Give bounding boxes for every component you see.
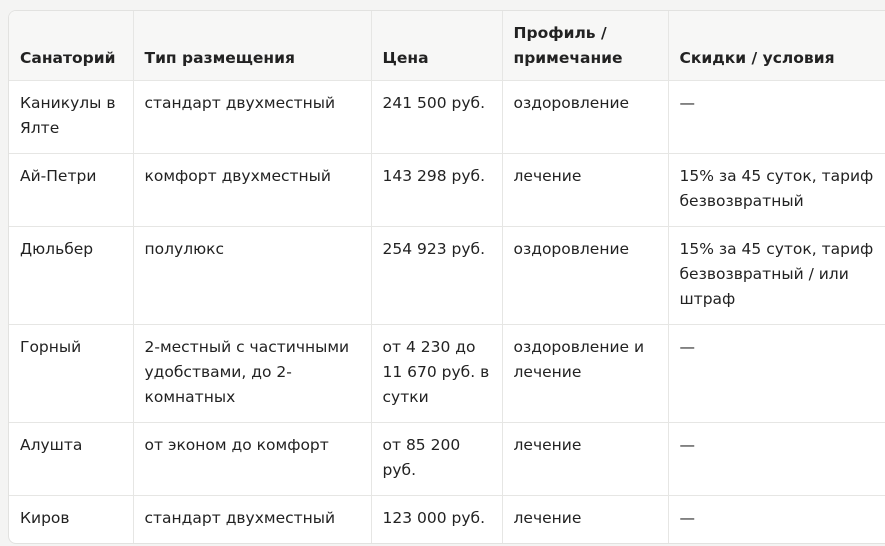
table-row: Каникулы в Ялте стандарт двухместный 241 5… bbox=[9, 80, 885, 154]
table-cell: Дюльбер bbox=[9, 226, 133, 325]
table-cell: 123 000 руб. bbox=[370, 495, 502, 543]
table-cell: Каникулы в Ялте bbox=[9, 80, 133, 154]
header-cell: Цена bbox=[370, 11, 502, 81]
table-row: Ай-Петри комфорт двухместный 143 298 руб. л… bbox=[9, 153, 885, 227]
table-cell: 15% за 45 суток, тариф безвозвратный bbox=[667, 153, 885, 227]
table-cell: от эконом до комфорт bbox=[132, 422, 371, 496]
table-cell: лечение bbox=[501, 422, 668, 496]
table-cell: 143 298 руб. bbox=[370, 153, 502, 227]
table-cell: полулюкс bbox=[132, 226, 371, 325]
header-cell: Профиль / примечание bbox=[501, 11, 668, 81]
table-row: Киров стандарт двухместный 123 000 руб. леч… bbox=[9, 495, 885, 543]
table-cell: от 4 230 до 11 670 руб. в сутки bbox=[370, 324, 502, 423]
header-cell: Тип размещения bbox=[132, 11, 371, 81]
table-cell: оздоровление bbox=[501, 226, 668, 325]
table-row: Дюльбер полулюкс 254 923 руб. оздоровление 1… bbox=[9, 226, 885, 325]
table-cell: Киров bbox=[9, 495, 133, 543]
table-cell: Алушта bbox=[9, 422, 133, 496]
table-cell: 15% за 45 суток, тариф безвозвратный / и… bbox=[667, 226, 885, 325]
table-card: Санаторий Тип размещения Цена Профиль / при… bbox=[8, 10, 885, 544]
table-cell: лечение bbox=[501, 153, 668, 227]
header-row: Санаторий Тип размещения Цена Профиль / при… bbox=[9, 11, 885, 81]
table-cell: — bbox=[667, 324, 885, 423]
table-cell: Горный bbox=[9, 324, 133, 423]
table-cell: от 85 200 руб. bbox=[370, 422, 502, 496]
table-cell: 254 923 руб. bbox=[370, 226, 502, 325]
table-cell: лечение bbox=[501, 495, 668, 543]
table-cell: оздоровление и лечение bbox=[501, 324, 668, 423]
table: Санаторий Тип размещения Цена Профиль / при… bbox=[9, 11, 885, 543]
header-cell: Санаторий bbox=[9, 11, 133, 81]
table-cell: — bbox=[667, 422, 885, 496]
table-body: Каникулы в Ялте стандарт двухместный 241 5… bbox=[9, 80, 885, 543]
table-cell: 241 500 руб. bbox=[370, 80, 502, 154]
table-cell: — bbox=[667, 80, 885, 154]
table-cell: — bbox=[667, 495, 885, 543]
header-cell: Скидки / условия bbox=[667, 11, 885, 81]
table-cell: Ай-Петри bbox=[9, 153, 133, 227]
table-cell: стандарт двухместный bbox=[132, 495, 371, 543]
table-cell: комфорт двухместный bbox=[132, 153, 371, 227]
table-cell: оздоровление bbox=[501, 80, 668, 154]
table-row: Алушта от эконом до комфорт от 85 200 руб.… bbox=[9, 422, 885, 496]
table-header: Санаторий Тип размещения Цена Профиль / при… bbox=[9, 11, 885, 81]
table-cell: 2-местный с частичными удобствами, до 2-… bbox=[132, 324, 371, 423]
table-row: Горный 2-местный с частичными удобствами,… bbox=[9, 324, 885, 423]
table-cell: стандарт двухместный bbox=[132, 80, 371, 154]
